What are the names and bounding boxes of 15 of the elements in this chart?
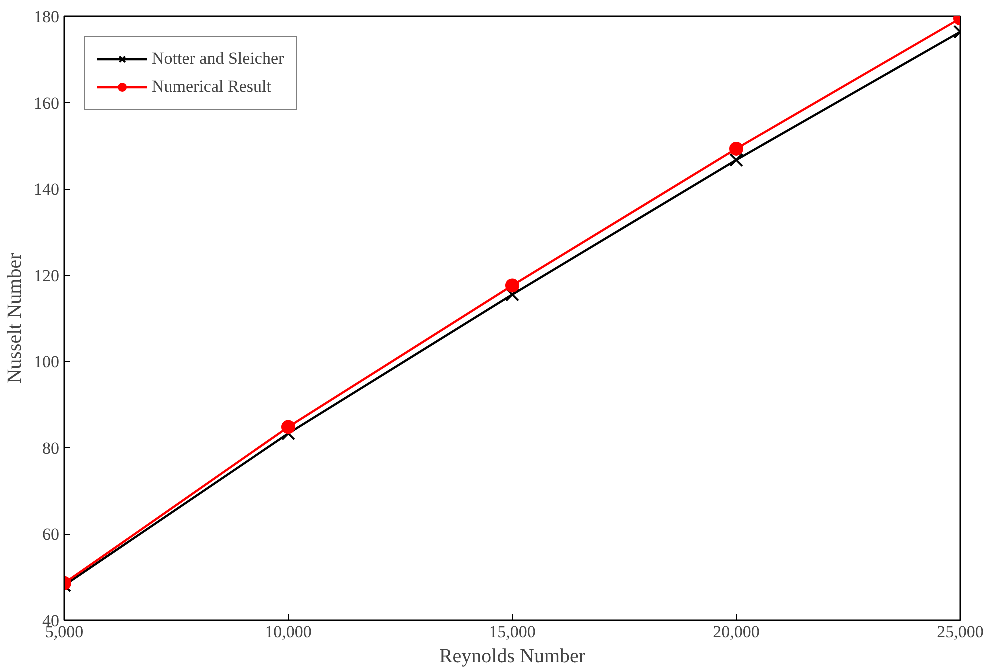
y-tick-label: 160 [34, 94, 60, 113]
y-tick-label: 100 [34, 352, 60, 372]
y-tick-label: 120 [34, 266, 60, 286]
y-tick-label: 180 [34, 8, 60, 26]
y-axis-title: Nusselt Number [4, 252, 26, 384]
y-tick-label: 80 [42, 438, 60, 458]
x-tick-label: 25,000 [937, 622, 984, 642]
x-axis-title: Reynolds Number [439, 646, 586, 668]
y-tick-label: 60 [42, 525, 60, 544]
y-tick-label: 140 [34, 180, 60, 200]
legend-label: Numerical Result [152, 77, 272, 97]
legend-label: Notter and Sleicher [152, 49, 284, 69]
x-tick-label: 20,000 [713, 622, 760, 642]
x-tick-label: 15,000 [489, 622, 536, 642]
x-tick-label: 10,000 [265, 622, 312, 642]
